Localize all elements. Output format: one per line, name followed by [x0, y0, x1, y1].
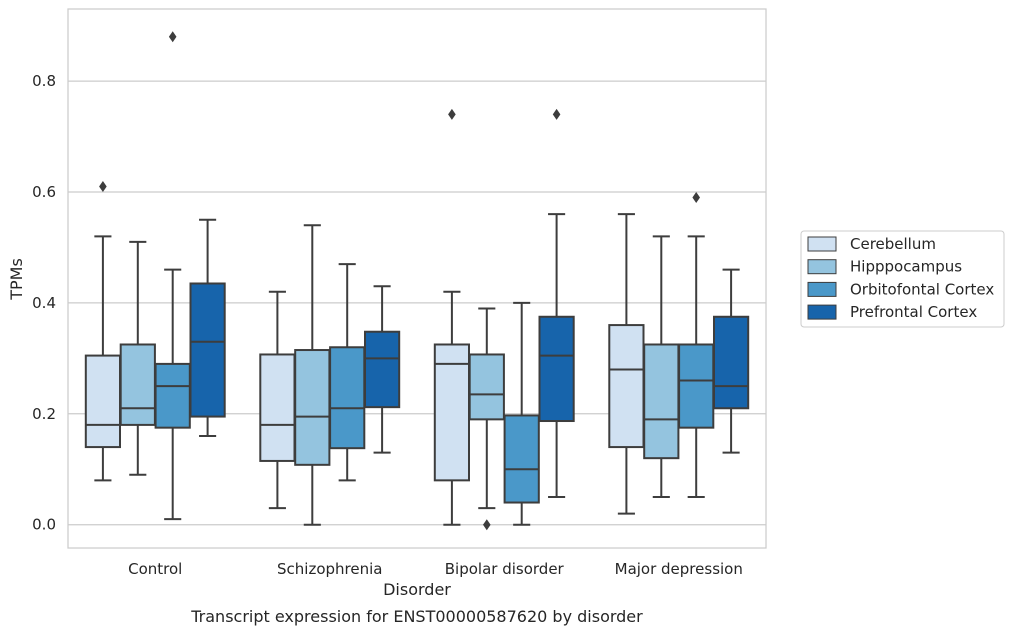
box-hipppocampus-2	[468, 307, 505, 531]
outlier-point	[692, 192, 700, 204]
y-tick-label: 0.0	[32, 516, 56, 534]
box-orbitofontal-cortex-2	[503, 301, 540, 526]
outlier-point	[168, 31, 177, 43]
box-body	[678, 343, 715, 429]
box-body	[468, 353, 505, 421]
box-prefrontal-cortex-3	[712, 268, 750, 454]
legend-swatch	[807, 281, 837, 297]
x-tick-label: Major depression	[615, 560, 743, 578]
outlier-point	[448, 108, 456, 120]
outlier-point	[483, 519, 491, 531]
x-tick-label: Control	[128, 560, 182, 578]
plot-frame	[67, 8, 767, 549]
legend: Cerebellum Hipppocampus Orbitofontal Corte…	[800, 230, 1005, 328]
y-axis-ticks: 0.0 0.2 0.4 0.6 0.8	[32, 72, 56, 534]
box-cerebellum-2	[433, 108, 471, 526]
box-body	[608, 324, 645, 449]
box-body	[119, 343, 156, 426]
box-hipppocampus-3	[643, 235, 680, 498]
box-orbitofontal-cortex-0	[154, 31, 191, 521]
box-body	[154, 362, 191, 429]
y-tick-label: 0.4	[32, 294, 56, 312]
chart-caption: Transcript expression for ENST0000058762…	[190, 607, 643, 626]
box-body	[259, 353, 296, 462]
x-axis-ticks: Control Schizophrenia Bipolar disorder Majo…	[128, 560, 743, 578]
box-cerebellum-3	[608, 213, 645, 515]
legend-label: Cerebellum	[850, 235, 936, 253]
legend-frame	[800, 230, 1005, 328]
box-body	[294, 349, 331, 466]
box-cerebellum-0	[84, 180, 122, 482]
box-groups	[84, 31, 750, 531]
box-cerebellum-1	[259, 290, 296, 510]
box-prefrontal-cortex-2	[538, 108, 575, 498]
x-tick-label: Bipolar disorder	[445, 560, 565, 578]
legend-swatch	[807, 304, 837, 320]
legend-swatch	[807, 236, 837, 252]
y-tick-label: 0.6	[32, 183, 56, 201]
box-body	[433, 343, 471, 482]
outlier-point	[99, 180, 107, 192]
outlier-point	[552, 108, 561, 120]
box-hipppocampus-1	[294, 224, 331, 526]
box-prefrontal-cortex-1	[363, 285, 401, 454]
y-tick-label: 0.8	[32, 72, 56, 90]
box-body	[189, 282, 226, 418]
box-body	[712, 315, 750, 410]
box-orbitofontal-cortex-1	[329, 263, 366, 482]
y-tick-label: 0.2	[32, 405, 56, 423]
legend-swatch	[807, 259, 837, 275]
box-body	[538, 315, 575, 423]
legend-label: Prefrontal Cortex	[850, 303, 977, 321]
box-body	[329, 346, 366, 450]
box-prefrontal-cortex-0	[189, 218, 226, 437]
box-hipppocampus-0	[119, 240, 156, 476]
box-body	[84, 354, 122, 449]
x-tick-label: Schizophrenia	[277, 560, 382, 578]
legend-label: Hipppocampus	[850, 258, 962, 276]
box-body	[363, 330, 401, 409]
box-body	[643, 343, 680, 460]
y-axis-label: TPMs	[7, 258, 26, 301]
x-axis-label: Disorder	[383, 580, 451, 599]
legend-label: Orbitofontal Cortex	[850, 280, 994, 298]
box-body	[503, 414, 540, 504]
